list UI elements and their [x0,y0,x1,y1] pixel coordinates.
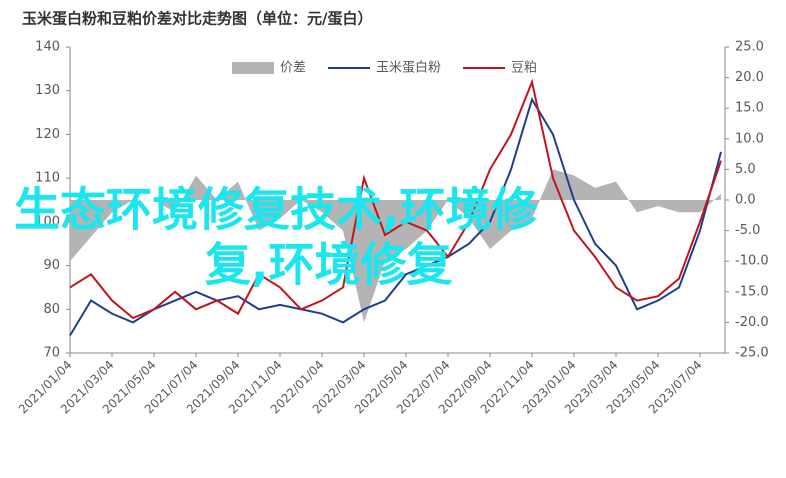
legend-label: 玉米蛋白粉 [376,60,441,76]
y-tick-label: 90 [43,258,60,273]
y-tick-label: 70 [43,346,60,361]
overlay-text: 生态环境修复技术,环境修 [14,183,538,237]
y-tick-label: 110 [35,171,60,186]
series-line [69,97,722,337]
y2-tick-label: -15.0 [735,284,769,299]
y2-tick-label: 10.0 [735,131,764,146]
legend-label: 价差 [280,61,306,76]
y-tick-label: 140 [35,40,60,55]
y-tick-label: 130 [35,83,60,98]
y2-tick-label: 15.0 [735,101,764,116]
y2-tick-label: -20.0 [735,315,769,330]
y-tick-label: 80 [43,302,60,317]
y2-tick-label: 25.0 [735,40,764,55]
chart-title: 玉米蛋白粉和豆粕价差对比走势图（单位：元/蛋白） [22,10,372,28]
y2-tick-label: 0.0 [735,193,756,208]
y2-tick-label: -5.0 [735,223,760,238]
y-tick-label: 120 [35,127,60,142]
y2-tick-label: -25.0 [735,346,769,361]
y-tick-label: 100 [35,214,60,229]
legend-swatch [232,62,274,74]
overlay-text: 复,环境修复 [205,238,452,292]
y2-tick-label: 5.0 [735,162,756,177]
spread-area [70,169,721,323]
legend-label: 豆粕 [511,61,537,76]
y2-tick-label: -10.0 [735,254,769,269]
y2-tick-label: 20.0 [735,70,764,85]
series-line [69,78,722,320]
